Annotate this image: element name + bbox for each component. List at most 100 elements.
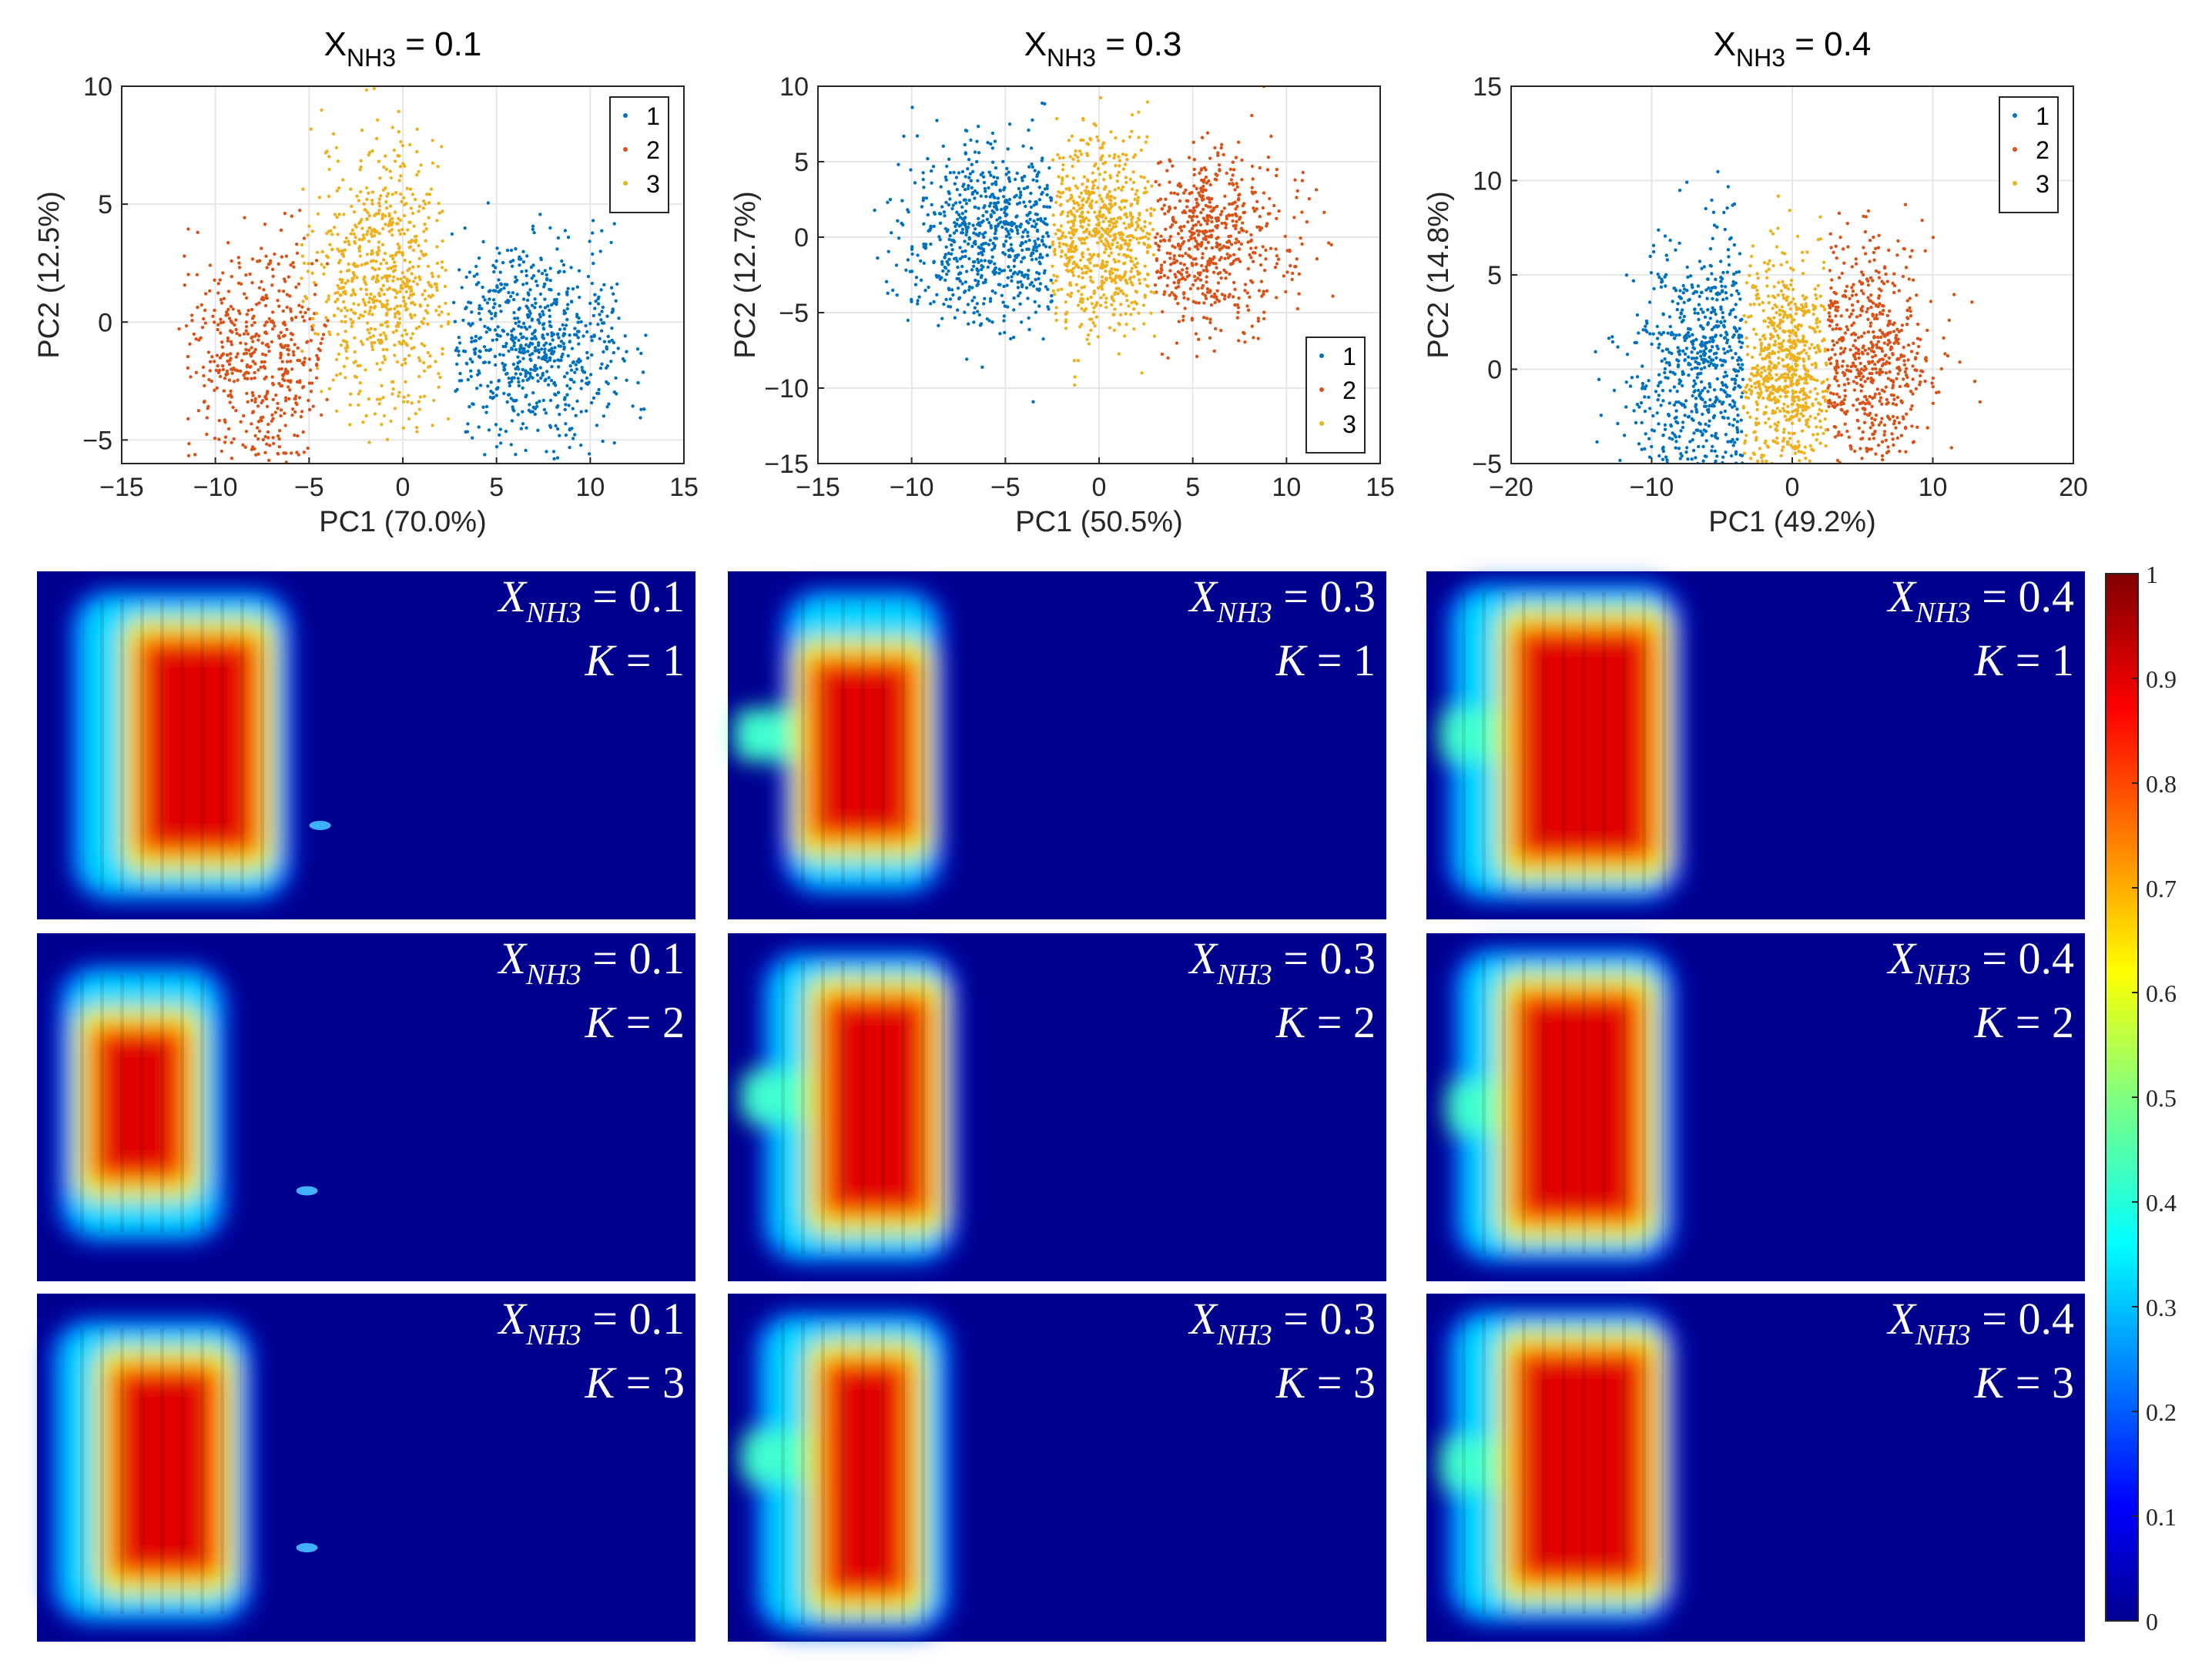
data-point-cluster-1	[521, 321, 526, 326]
data-point-cluster-2	[294, 315, 298, 320]
data-point-cluster-1	[1033, 239, 1037, 243]
data-point-cluster-1	[487, 428, 491, 432]
data-point-cluster-3	[344, 281, 347, 285]
data-point-cluster-3	[1094, 215, 1098, 219]
data-point-cluster-3	[1066, 214, 1070, 218]
data-point-cluster-1	[1721, 310, 1724, 315]
data-point-cluster-2	[1195, 229, 1199, 233]
data-point-cluster-3	[1104, 263, 1108, 268]
data-point-cluster-2	[1850, 303, 1855, 307]
data-point-cluster-3	[1088, 261, 1092, 265]
data-point-cluster-3	[357, 303, 360, 306]
data-point-cluster-3	[368, 309, 372, 313]
data-point-cluster-2	[1165, 251, 1170, 255]
data-point-cluster-2	[1205, 265, 1208, 269]
data-point-cluster-1	[585, 409, 588, 413]
data-point-cluster-1	[990, 289, 994, 293]
data-point-cluster-3	[1115, 173, 1119, 178]
data-point-cluster-2	[1848, 315, 1852, 319]
x-tick-label: −10	[890, 473, 934, 502]
data-point-cluster-2	[1190, 226, 1195, 231]
data-point-cluster-2	[259, 365, 263, 370]
data-point-cluster-2	[1168, 256, 1172, 260]
legend-label-2: 2	[646, 136, 660, 164]
data-point-cluster-3	[431, 274, 434, 279]
data-point-cluster-3	[1124, 176, 1128, 179]
data-point-cluster-1	[1616, 345, 1620, 349]
data-point-cluster-3	[1081, 210, 1084, 214]
data-point-cluster-3	[375, 397, 380, 401]
data-point-cluster-2	[295, 380, 300, 384]
data-point-cluster-1	[1738, 385, 1742, 389]
data-point-cluster-2	[273, 410, 277, 414]
data-point-cluster-2	[1256, 336, 1260, 340]
data-point-cluster-3	[437, 202, 441, 206]
data-point-cluster-2	[1902, 354, 1906, 358]
data-point-cluster-1	[992, 246, 997, 250]
data-point-cluster-1	[987, 221, 991, 225]
data-point-cluster-2	[1275, 296, 1279, 300]
data-point-cluster-2	[1215, 204, 1219, 209]
data-point-cluster-3	[417, 400, 421, 403]
data-point-cluster-2	[1162, 273, 1167, 278]
data-point-cluster-3	[1076, 155, 1080, 159]
data-point-cluster-1	[976, 282, 980, 286]
data-point-cluster-2	[1158, 183, 1161, 187]
data-point-cluster-3	[401, 400, 406, 403]
data-point-cluster-2	[256, 338, 260, 342]
data-point-cluster-3	[1136, 225, 1140, 229]
data-point-cluster-2	[1228, 263, 1233, 266]
data-point-cluster-2	[1931, 401, 1935, 405]
data-point-cluster-1	[1668, 389, 1672, 393]
data-point-cluster-2	[224, 373, 228, 377]
data-point-cluster-2	[293, 410, 297, 414]
data-point-cluster-1	[1736, 413, 1740, 417]
data-point-cluster-1	[611, 307, 615, 311]
data-point-cluster-2	[298, 359, 302, 363]
data-point-cluster-2	[1249, 238, 1254, 243]
data-point-cluster-1	[1698, 391, 1702, 395]
data-point-cluster-2	[1276, 257, 1281, 261]
data-point-cluster-2	[213, 278, 216, 282]
data-point-cluster-1	[499, 288, 503, 292]
data-point-cluster-2	[1875, 370, 1879, 375]
data-point-cluster-2	[273, 252, 276, 256]
data-point-cluster-1	[1655, 324, 1659, 329]
data-point-cluster-1	[941, 269, 945, 273]
data-point-cluster-1	[1007, 233, 1011, 236]
data-point-cluster-3	[384, 334, 387, 338]
data-point-cluster-2	[1192, 172, 1197, 177]
data-point-cluster-1	[972, 264, 976, 268]
data-point-cluster-2	[270, 381, 275, 386]
data-point-cluster-2	[1200, 240, 1204, 245]
data-point-cluster-3	[1117, 259, 1121, 263]
data-point-cluster-2	[1202, 301, 1206, 305]
data-point-cluster-1	[1021, 144, 1025, 148]
data-point-cluster-2	[1205, 316, 1209, 320]
data-point-cluster-1	[1042, 243, 1046, 246]
data-point-cluster-2	[243, 216, 246, 219]
data-point-cluster-3	[1149, 290, 1153, 294]
data-point-cluster-1	[1708, 263, 1712, 268]
data-point-cluster-3	[1077, 265, 1081, 270]
data-point-cluster-1	[494, 259, 498, 263]
data-point-cluster-3	[334, 357, 339, 362]
data-point-cluster-3	[1089, 279, 1093, 283]
data-point-cluster-2	[1228, 182, 1232, 186]
data-point-cluster-1	[521, 422, 525, 426]
data-point-cluster-1	[1027, 128, 1031, 132]
data-point-cluster-2	[1222, 297, 1227, 301]
data-point-cluster-1	[988, 300, 993, 303]
data-point-cluster-1	[954, 224, 957, 229]
data-point-cluster-1	[1022, 174, 1027, 179]
data-point-cluster-2	[291, 261, 295, 265]
data-point-cluster-1	[1691, 393, 1694, 398]
data-point-cluster-2	[1301, 170, 1305, 175]
data-point-cluster-1	[555, 333, 560, 336]
data-point-cluster-1	[1675, 358, 1679, 362]
data-point-cluster-3	[327, 229, 331, 233]
data-point-cluster-1	[1696, 284, 1701, 288]
data-point-cluster-2	[1237, 197, 1241, 201]
data-point-cluster-3	[320, 390, 323, 393]
data-point-cluster-1	[970, 162, 974, 166]
